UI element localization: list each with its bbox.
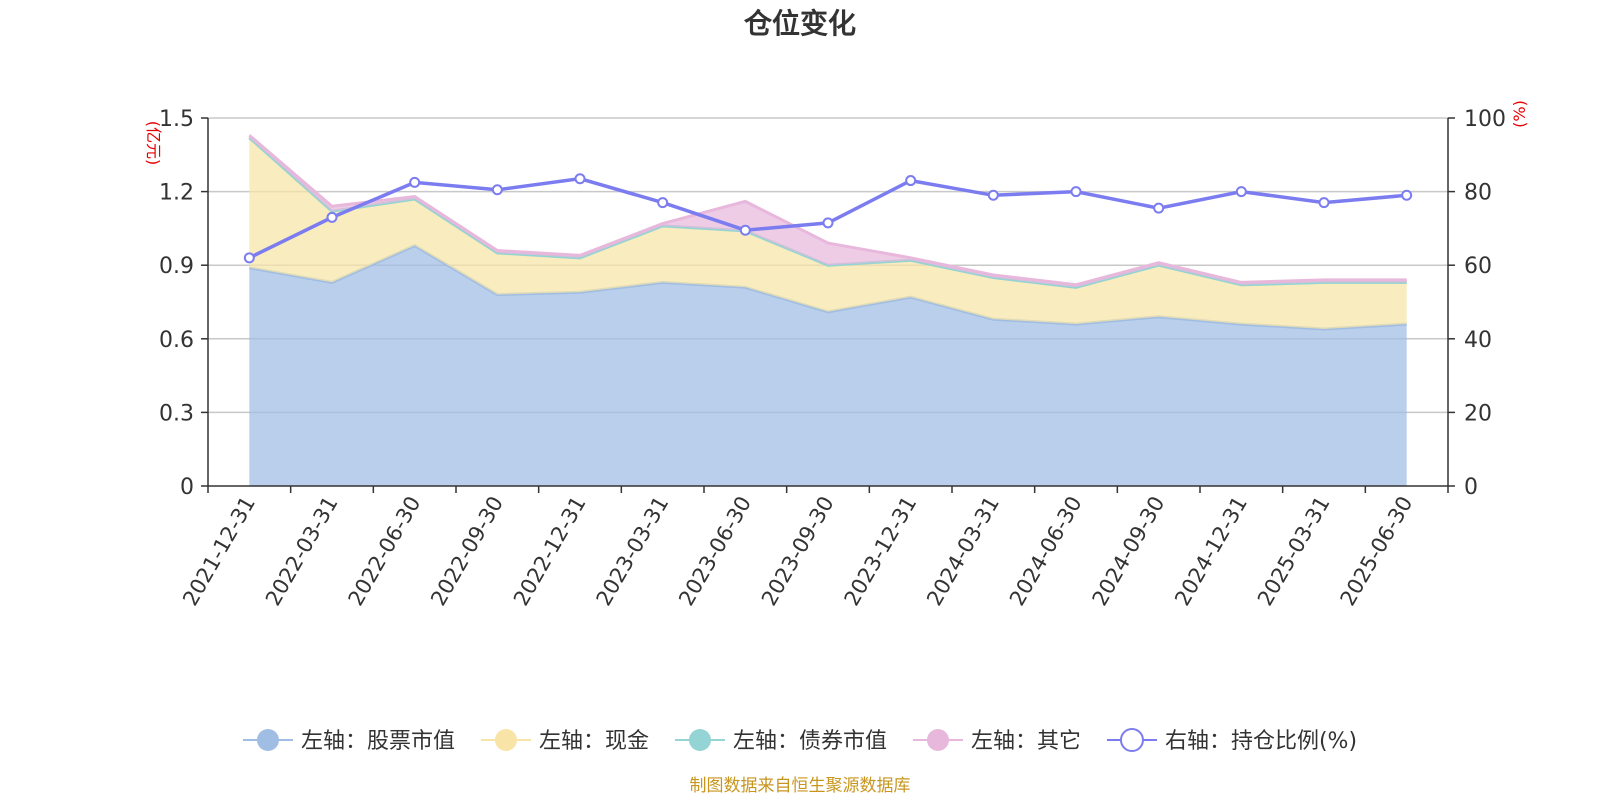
legend-marker bbox=[1119, 728, 1144, 752]
data-point bbox=[657, 197, 669, 209]
data-point bbox=[491, 184, 503, 196]
legend-marker bbox=[926, 729, 949, 751]
data-point bbox=[822, 217, 834, 229]
data-point bbox=[1235, 186, 1247, 198]
x-tick-label: 2024-03-31 bbox=[922, 492, 1004, 610]
chart-title: 仓位变化 bbox=[744, 7, 856, 40]
x-tick-label: 2024-12-31 bbox=[1170, 492, 1252, 610]
data-point bbox=[739, 224, 751, 236]
x-tick-label: 2022-06-30 bbox=[344, 492, 426, 610]
legend-label: 左轴：现金 bbox=[539, 729, 649, 754]
right-tick-label: 0 bbox=[1464, 475, 1478, 500]
left-tick-label: 0.9 bbox=[159, 254, 194, 279]
legend-label: 左轴：其它 bbox=[971, 729, 1081, 754]
x-tick-label: 2025-06-30 bbox=[1336, 492, 1418, 610]
x-tick-label: 2023-09-30 bbox=[757, 492, 839, 610]
data-point bbox=[409, 176, 421, 188]
x-tick-label: 2024-09-30 bbox=[1088, 492, 1170, 610]
legend-item: 左轴：股票市值 bbox=[242, 729, 455, 754]
x-tick-label: 2023-03-31 bbox=[592, 492, 674, 610]
legend-marker bbox=[688, 729, 711, 751]
right-tick-label: 60 bbox=[1464, 254, 1492, 279]
data-point bbox=[987, 189, 999, 201]
x-tick-label: 2023-12-31 bbox=[840, 492, 922, 610]
x-tick-label: 2022-03-31 bbox=[261, 492, 343, 610]
right-tick-label: 20 bbox=[1464, 401, 1492, 426]
legend-item: 左轴：债券市值 bbox=[674, 729, 887, 754]
data-point bbox=[1318, 197, 1330, 209]
area-fill bbox=[249, 137, 1407, 329]
source-note: 制图数据来自恒生聚源数据库 bbox=[690, 776, 911, 796]
legend: 左轴：股票市值 左轴：现金 左轴：债券市值 左轴：其它 右轴：持仓比例(%) bbox=[242, 728, 1357, 754]
left-tick-label: 0.6 bbox=[159, 328, 194, 353]
legend-item: 右轴：持仓比例(%) bbox=[1106, 728, 1357, 754]
data-point bbox=[574, 173, 586, 185]
x-tick-label: 2022-09-30 bbox=[426, 492, 508, 610]
data-point bbox=[326, 211, 338, 223]
left-axis-unit: (亿元) bbox=[144, 121, 163, 166]
right-tick-label: 80 bbox=[1464, 181, 1492, 206]
data-point bbox=[243, 252, 255, 264]
right-tick-label: 40 bbox=[1464, 328, 1492, 353]
right-tick-label: 100 bbox=[1464, 107, 1506, 132]
x-tick-label: 2024-06-30 bbox=[1005, 492, 1087, 610]
data-point bbox=[1401, 189, 1413, 201]
data-point bbox=[1070, 186, 1082, 198]
area-fill bbox=[249, 245, 1407, 486]
data-point bbox=[1153, 202, 1165, 214]
legend-item: 左轴：其它 bbox=[912, 729, 1081, 754]
x-tick-label: 2022-12-31 bbox=[509, 492, 591, 610]
left-tick-label: 0 bbox=[180, 475, 194, 500]
line-series bbox=[243, 173, 1413, 264]
x-tick-label: 2021-12-31 bbox=[178, 492, 260, 610]
data-point bbox=[905, 175, 917, 187]
legend-marker bbox=[256, 729, 279, 751]
area-fill bbox=[249, 135, 1407, 288]
area-top-line bbox=[248, 134, 1407, 287]
right-axis-unit: (%) bbox=[1510, 100, 1529, 128]
left-tick-label: 1.5 bbox=[159, 107, 194, 132]
left-tick-label: 0.3 bbox=[159, 401, 194, 426]
legend-label: 右轴：持仓比例(%) bbox=[1165, 729, 1357, 754]
legend-marker bbox=[494, 729, 517, 751]
legend-label: 左轴：股票市值 bbox=[301, 729, 455, 754]
left-tick-label: 1.2 bbox=[159, 181, 194, 206]
legend-item: 左轴：现金 bbox=[480, 729, 649, 754]
legend-label: 左轴：债券市值 bbox=[733, 729, 887, 754]
x-tick-label: 2025-03-31 bbox=[1253, 492, 1335, 610]
x-tick-label: 2023-06-30 bbox=[674, 492, 756, 610]
area-series bbox=[248, 134, 1407, 486]
